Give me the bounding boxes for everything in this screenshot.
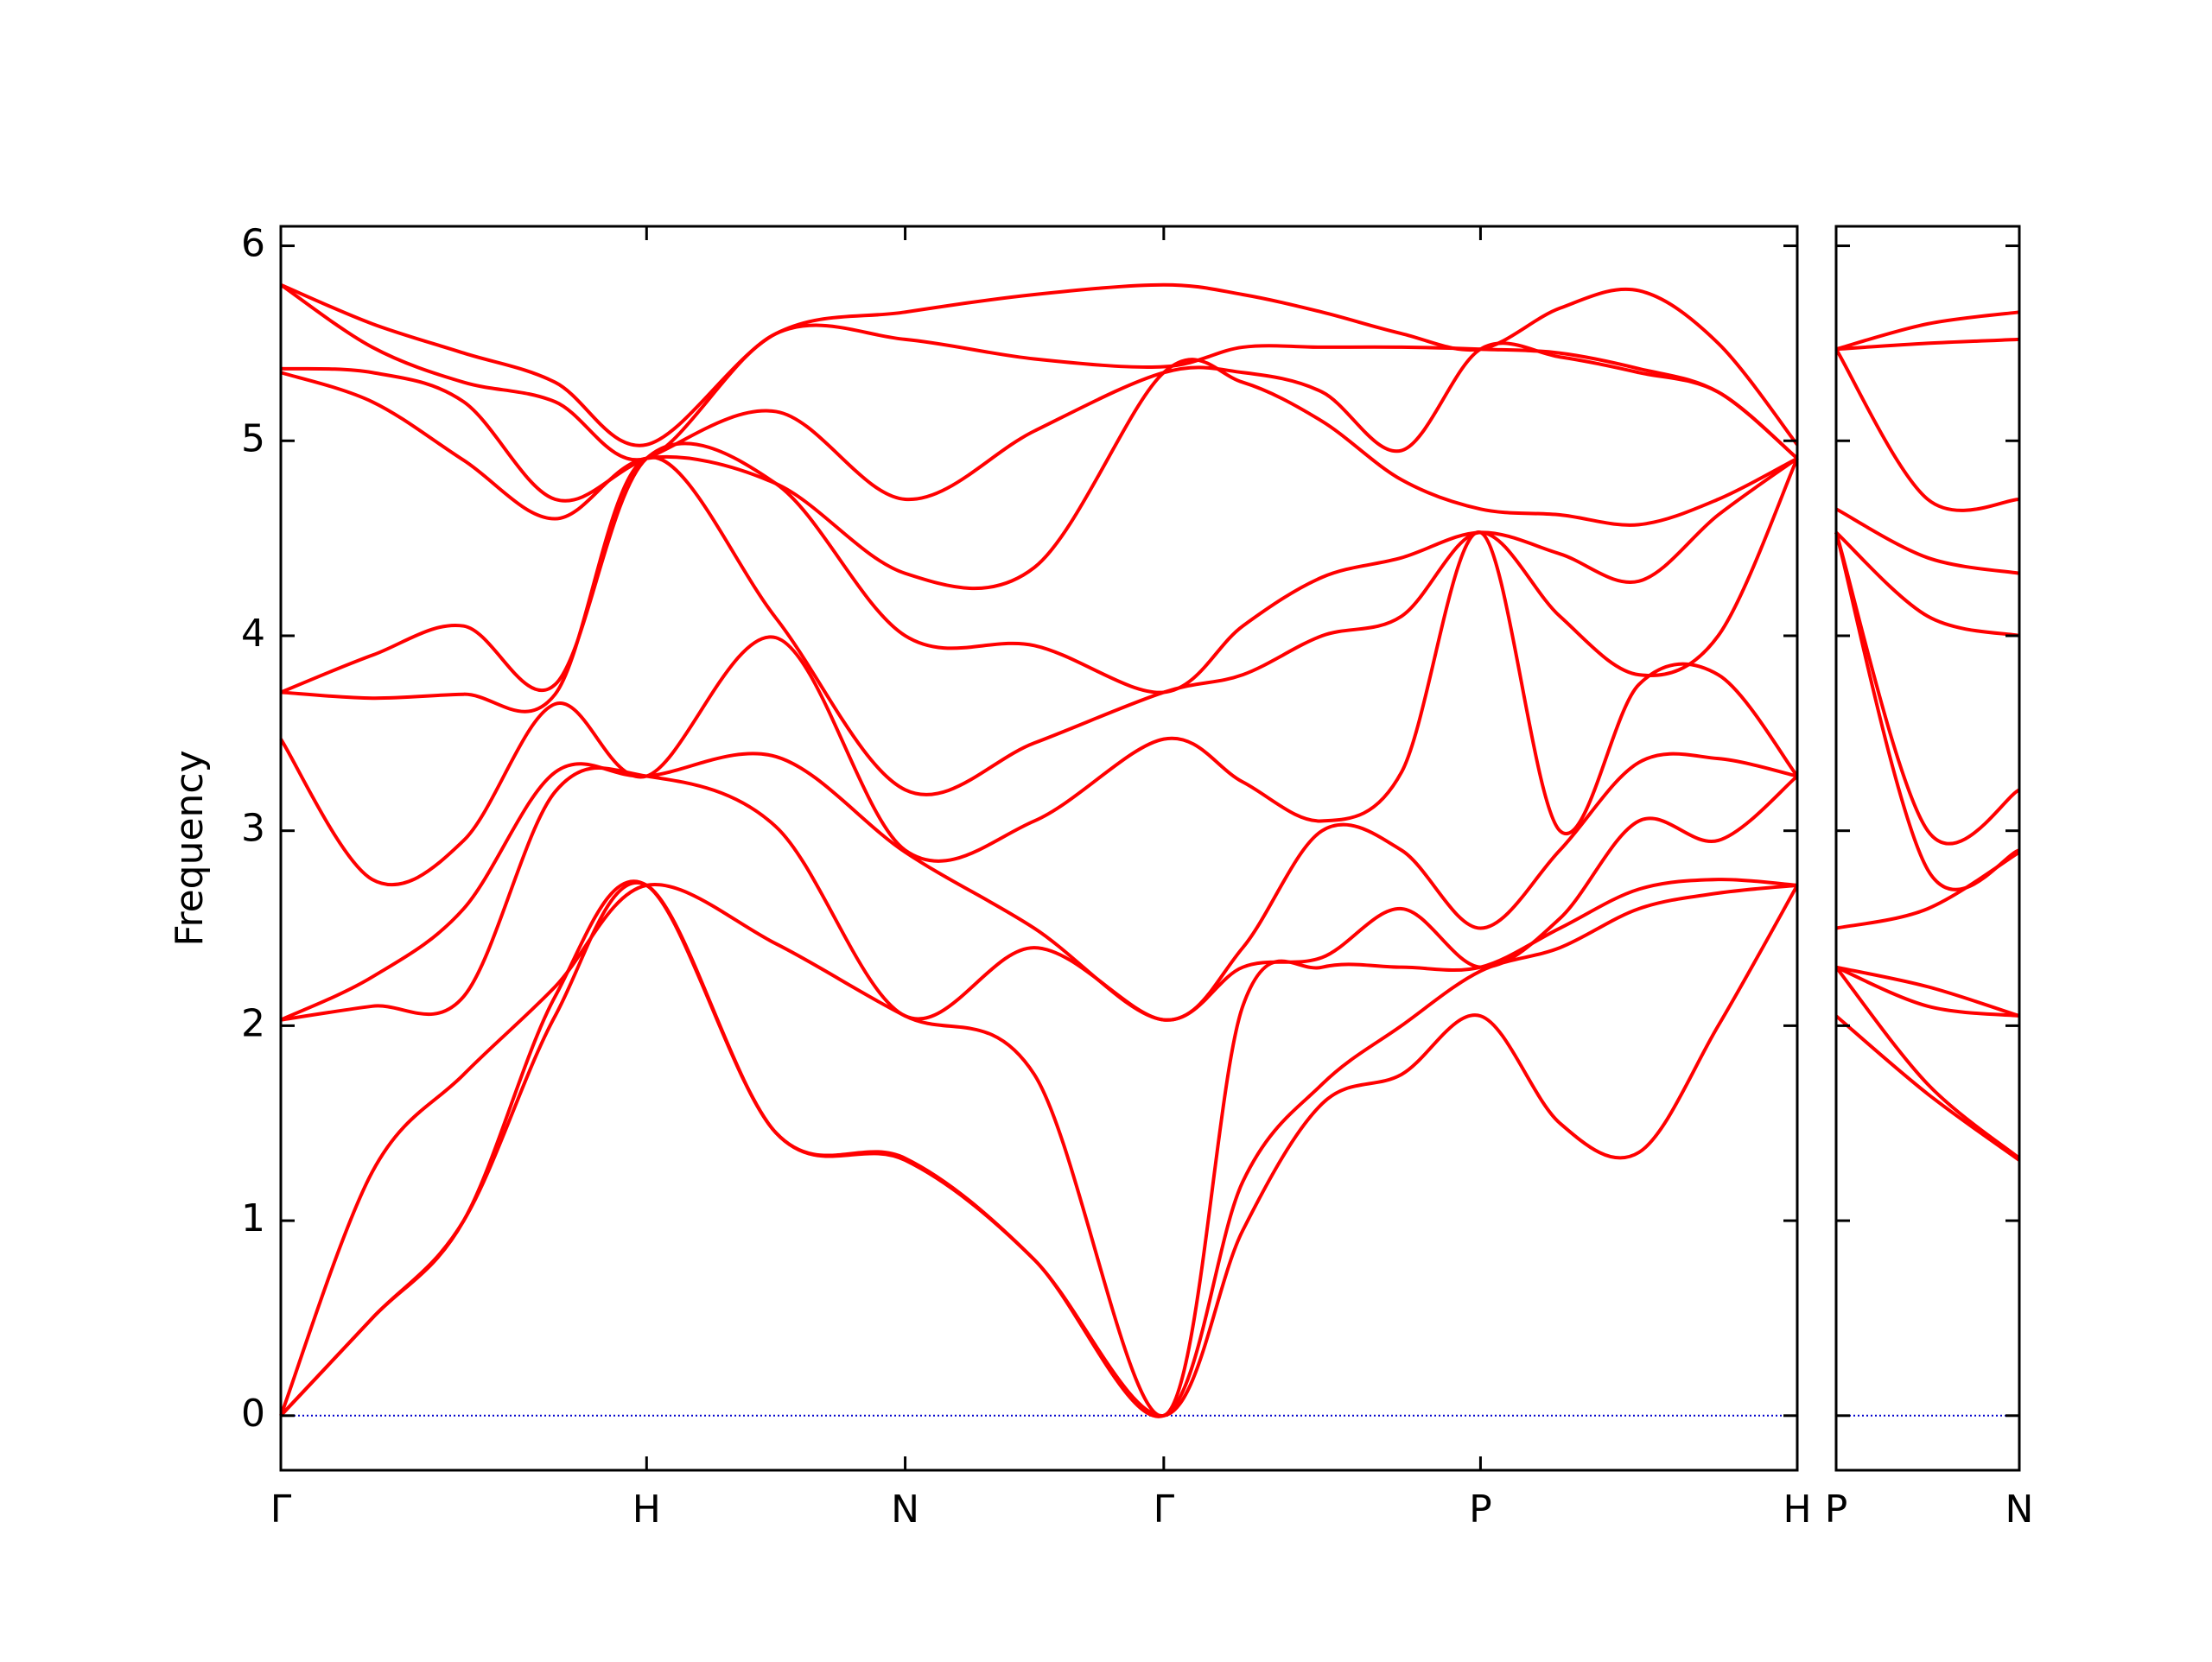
- band-line: [279, 881, 1799, 1418]
- band-line: [1834, 1014, 2021, 1162]
- y-tick-label: 0: [241, 1392, 265, 1436]
- band-line: [1835, 507, 2020, 575]
- band-line: [279, 530, 1799, 887]
- y-tick-label: 4: [241, 612, 265, 656]
- band-line: [1834, 530, 2020, 638]
- x-tick-label: N: [891, 1488, 919, 1532]
- y-tick-label: 1: [241, 1196, 265, 1240]
- band-line: [279, 283, 1799, 462]
- band-line: [280, 441, 1799, 695]
- band-line: [280, 455, 1799, 796]
- band-line: [1834, 966, 2021, 1160]
- plot-frame: [279, 225, 1799, 1472]
- band-line: [1835, 850, 2021, 930]
- y-tick-label: 3: [241, 807, 265, 851]
- y-tick-label: 2: [241, 1001, 265, 1045]
- x-tick-label: H: [632, 1488, 661, 1532]
- band-line: [279, 878, 1798, 1418]
- plot-frame: [1834, 225, 2021, 1472]
- x-tick-label: P: [1825, 1488, 1848, 1532]
- band-line: [1834, 531, 2020, 891]
- band-line: [280, 358, 1798, 591]
- x-tick-label: P: [1469, 1488, 1492, 1532]
- y-axis-label: Frequency: [168, 750, 212, 946]
- band-line: [1835, 337, 2020, 352]
- band-line: [1834, 531, 2021, 846]
- x-tick-label: H: [1783, 1488, 1811, 1532]
- band-line: [280, 341, 1799, 503]
- band-line: [280, 752, 1798, 1022]
- y-tick-label: 5: [241, 416, 265, 460]
- band-line: [280, 282, 1799, 447]
- band-line: [1835, 310, 2020, 352]
- band-line: [280, 766, 1799, 1022]
- x-tick-label: Γ: [1154, 1488, 1175, 1532]
- x-tick-label: N: [2005, 1488, 2034, 1532]
- band-line: [1835, 965, 2020, 1018]
- x-tick-label: Γ: [270, 1488, 292, 1532]
- band-line: [1834, 348, 2020, 512]
- band-line: [279, 879, 1798, 1418]
- band-line: [1835, 965, 2020, 1018]
- y-tick-label: 6: [241, 222, 265, 266]
